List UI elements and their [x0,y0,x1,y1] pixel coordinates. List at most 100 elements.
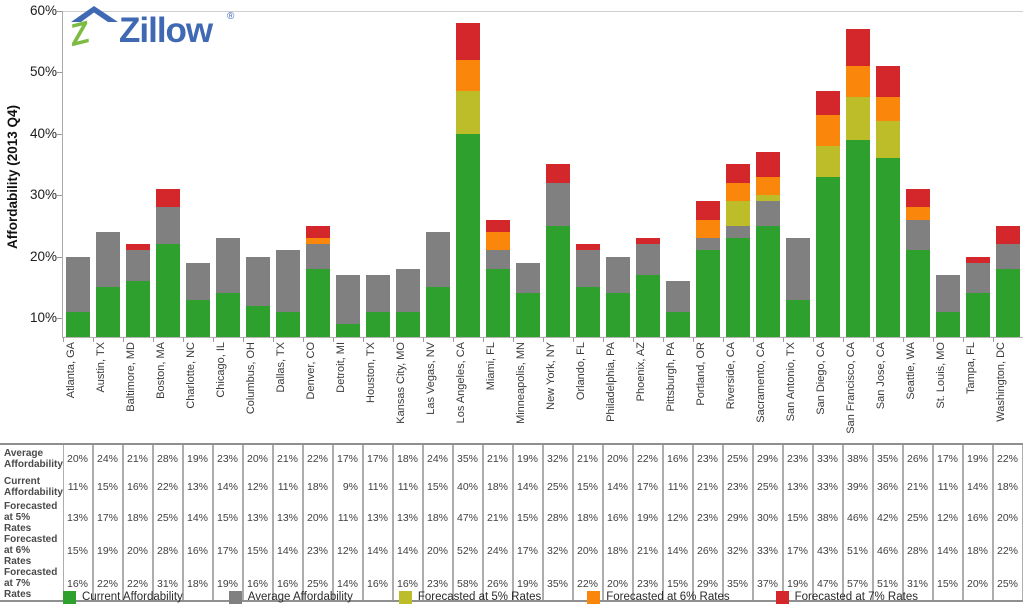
table-cell: 20% [603,445,633,473]
table-cell: 31% [153,567,183,600]
table-cell: 16% [243,567,273,600]
bar-segment [156,244,180,337]
y-tick-mark [57,256,62,258]
table-cell: 26% [483,567,513,600]
x-tick-mark [873,337,874,342]
y-axis-line [62,11,63,337]
table-row: Current Affordability 11% 15% 16% 22% 13% 14% 1… [0,473,1023,501]
affordability-table: Average Affordability 20% 24% 21% 28% 19% 23% 2… [0,443,1023,602]
table-cell: 17% [93,501,123,534]
legend-item: Average Affordability [228,590,353,604]
x-tick-mark [783,337,784,342]
table-cell: 20% [963,567,993,600]
x-axis-city-label: Sacramento, CA [755,342,767,423]
bar-segment [726,238,750,337]
table-cell: 23% [423,567,453,600]
x-tick-mark [453,337,454,342]
bar-segment [876,158,900,337]
table-cell: 11% [63,473,93,501]
table-cell: 33% [753,534,783,567]
table-cell: 32% [543,445,573,473]
table-cell: 38% [813,501,843,534]
table-cell: 23% [783,445,813,473]
table-cell: 47% [813,567,843,600]
table-cell: 13% [783,473,813,501]
x-axis-city-label: Austin, TX [95,342,107,393]
table-cell: 20% [123,534,153,567]
table-cell: 11% [933,473,963,501]
table-cell: 21% [483,501,513,534]
bar-segment [936,311,960,337]
x-axis-city-label: Las Vegas, NV [425,342,437,415]
bar-segment [966,293,990,337]
table-cell: 12% [333,534,363,567]
x-axis-city-label: Pittsburgh, PA [665,342,677,412]
table-cell: 19% [783,567,813,600]
x-axis-city-label: San Francisco, CA [845,342,857,434]
table-cell: 42% [873,501,903,534]
x-axis-city-label: Miami, FL [485,342,497,391]
table-cell: 13% [63,501,93,534]
table-cell: 15% [93,473,123,501]
table-cell: 32% [723,534,753,567]
bar-segment [546,225,570,337]
x-tick-mark [633,337,634,342]
bar-segment [996,268,1020,337]
table-cell: 22% [633,445,663,473]
y-tick-mark [57,195,62,197]
x-axis-city-label: Boston, MA [155,342,167,399]
table-cell: 28% [543,501,573,534]
x-axis-city-label: San Antonio, TX [785,342,797,422]
table-cell: 19% [183,445,213,473]
table-cell: 11% [663,473,693,501]
table-cell: 18% [423,501,453,534]
table-cell: 16% [63,567,93,600]
table-cell: 20% [573,534,603,567]
table-cell: 18% [993,473,1023,501]
table-cell: 15% [513,501,543,534]
table-cell: 11% [393,473,423,501]
table-cell: 17% [933,445,963,473]
table-cell: 17% [783,534,813,567]
x-tick-mark [693,337,694,342]
legend-item: Forecasted at 5% Rates [398,590,541,604]
table-cell: 18% [393,445,423,473]
table-cell: 20% [243,445,273,473]
x-tick-mark [513,337,514,342]
table-cell: 20% [63,445,93,473]
table-cell: 25% [753,473,783,501]
table-cell: 24% [423,445,453,473]
table-cell: 40% [453,473,483,501]
x-axis-city-label: Philadelphia, PA [605,342,617,422]
x-tick-mark [213,337,214,342]
x-axis-city-label: Charlotte, NC [185,342,197,409]
bar-segment [606,293,630,337]
table-cell: 57% [843,567,873,600]
table-cell: 14% [933,534,963,567]
x-tick-mark [603,337,604,342]
x-tick-mark [933,337,934,342]
table-cell: 26% [693,534,723,567]
table-cell: 9% [333,473,363,501]
legend-label: Average Affordability [247,591,353,603]
x-tick-mark [123,337,124,342]
y-tick-mark [57,317,62,319]
table-cell: 43% [813,534,843,567]
table-cell: 29% [693,567,723,600]
x-tick-mark [843,337,844,342]
x-axis-city-label: Denver, CO [305,342,317,400]
legend-item: Forecasted at 7% Rates [775,590,918,604]
table-row: Forecasted at 6% Rates 15% 19% 20% 28% 16% 17%… [0,534,1023,567]
bar-segment [636,274,660,337]
x-tick-mark [63,337,64,342]
x-tick-mark [393,337,394,342]
x-tick-mark [363,337,364,342]
bar-segment [576,287,600,337]
x-axis-city-label: St. Louis, MO [935,342,947,409]
legend-label: Forecasted at 7% Rates [794,591,918,603]
table-cell: 22% [993,445,1023,473]
table-cell: 19% [513,445,543,473]
table-cell: 58% [453,567,483,600]
x-axis-city-label: Phoenix, AZ [635,342,647,402]
table-cell: 20% [423,534,453,567]
